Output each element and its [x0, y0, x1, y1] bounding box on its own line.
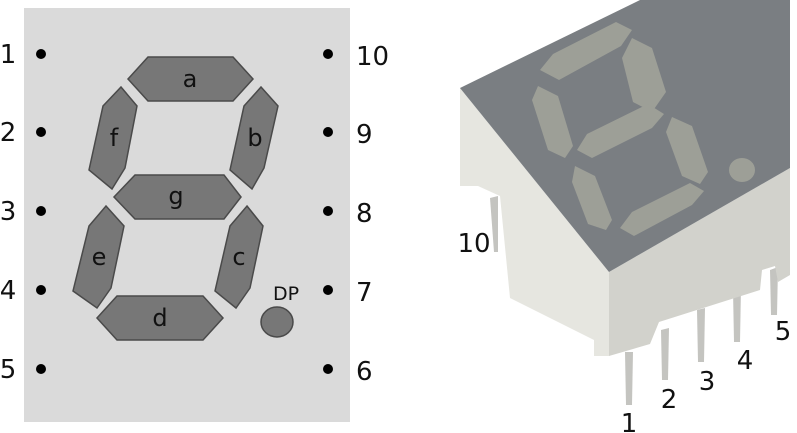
pin-lead-3: [697, 308, 705, 362]
segment-c: [214, 204, 264, 310]
segment-f-label: f: [110, 124, 119, 152]
segment-e-label: e: [92, 243, 107, 271]
schematic-view: a f b g e c d DP 1 2 3 4 5 10 9 8 7 6: [0, 8, 389, 422]
package-segment-a: [540, 22, 632, 80]
pin-dot-10: [323, 49, 333, 59]
pin-lead-4: [733, 287, 741, 342]
pin-label-4: 4: [0, 276, 16, 306]
segment-d-label: d: [152, 304, 167, 332]
segment-dp-label: DP: [273, 283, 299, 305]
pin-dot-3: [36, 206, 46, 216]
pin-dot-1: [36, 49, 46, 59]
pin-lead-2: [661, 328, 669, 380]
pin-dot-9: [323, 127, 333, 137]
segment-e: [72, 204, 125, 310]
pin-label-7: 7: [356, 278, 373, 308]
segment-b: [229, 85, 279, 191]
segment-a-label: a: [183, 65, 198, 93]
package-segment-d: [620, 183, 704, 236]
package-pin-label-5: 5: [775, 317, 792, 347]
package-pin-label-3: 3: [699, 367, 716, 397]
segment-c-label: c: [232, 243, 245, 271]
package-segment-f: [532, 86, 573, 158]
pin-lead-5: [770, 267, 778, 315]
pin-label-1: 1: [0, 40, 16, 70]
pin-dot-2: [36, 127, 46, 137]
segment-d: [95, 295, 225, 341]
package-front-face: [609, 168, 790, 356]
pin-dot-6: [323, 364, 333, 374]
segment-g-label: g: [168, 182, 183, 210]
package-segment-b: [622, 38, 666, 112]
package-segment-g: [577, 104, 664, 158]
pin-label-6: 6: [356, 357, 373, 387]
segment-g: [112, 174, 242, 220]
package-pin-label-2: 2: [661, 385, 678, 415]
package-view: 1 2 3 4 5 10: [457, 0, 791, 433]
segment-b-label: b: [247, 124, 262, 152]
pin-label-10: 10: [356, 42, 389, 72]
pin-label-3: 3: [0, 197, 16, 227]
package-segment-e: [572, 166, 612, 230]
package-segment-c: [666, 117, 708, 184]
pin-lead-1: [625, 352, 633, 405]
pin-dot-8: [323, 206, 333, 216]
pin-lead-10: [490, 196, 498, 252]
pin-dot-4: [36, 285, 46, 295]
segment-f: [88, 85, 138, 191]
package-pin-label-1: 1: [621, 409, 638, 433]
pin-dot-7: [323, 285, 333, 295]
pin-label-8: 8: [356, 199, 373, 229]
pin-label-9: 9: [356, 120, 373, 150]
pin-dot-5: [36, 364, 46, 374]
package-pin-label-4: 4: [737, 346, 754, 376]
pin-label-5: 5: [0, 355, 16, 385]
segment-a: [126, 56, 255, 102]
segment-dp: [260, 306, 294, 338]
package-pin-label-10: 10: [457, 229, 490, 259]
package-segment-dp: [729, 158, 755, 182]
pin-label-2: 2: [0, 118, 16, 148]
package-side-face: [460, 88, 609, 356]
